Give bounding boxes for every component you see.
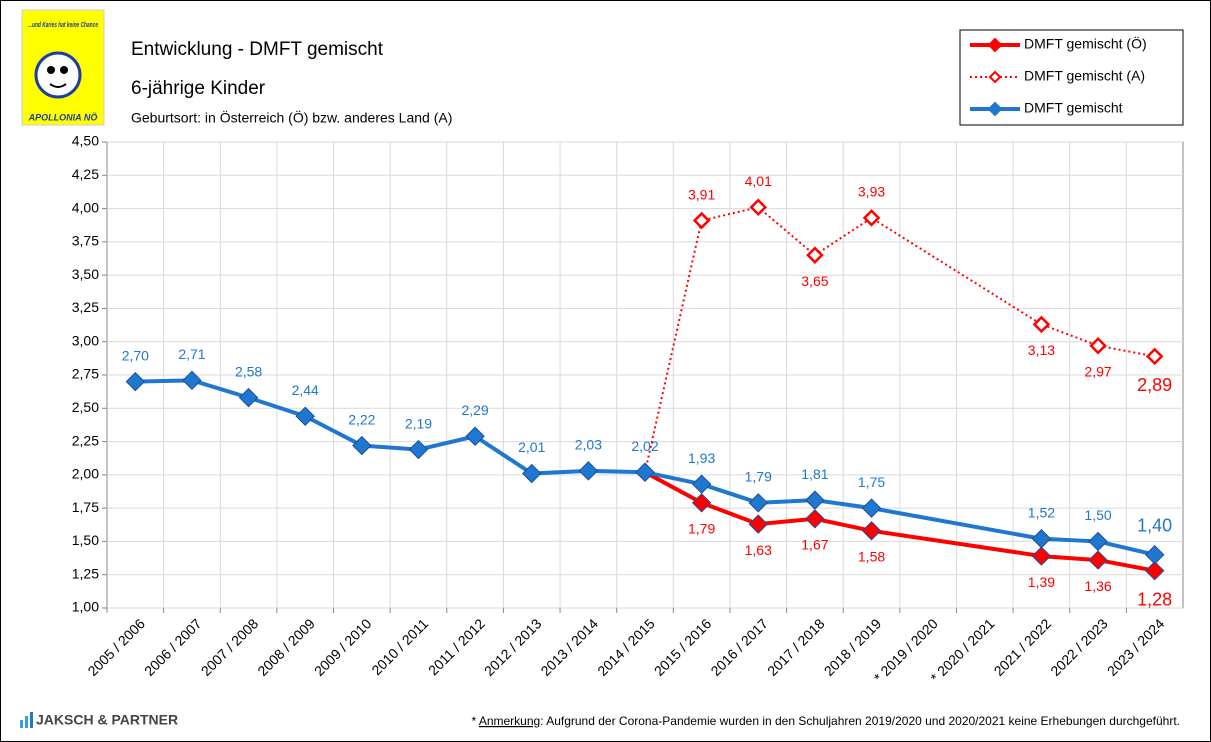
y-tick-label: 1,50: [72, 532, 99, 548]
y-tick-label: 2,75: [72, 366, 99, 382]
data-label: 1,36: [1084, 578, 1111, 594]
data-label: 2,29: [461, 402, 488, 418]
footnote: * Anmerkung: Aufgrund der Corona-Pandemi…: [471, 714, 1180, 728]
chart-title: Entwicklung - DMFT gemischt: [131, 39, 384, 60]
y-tick-label: 4,00: [72, 199, 99, 215]
data-label: 2,89: [1137, 375, 1172, 395]
y-tick-label: 2,25: [72, 432, 99, 448]
y-tick-label: 3,75: [72, 233, 99, 249]
y-tick-label: 4,25: [72, 166, 99, 182]
data-label: 1,79: [688, 521, 715, 537]
data-label: 1,79: [745, 469, 772, 485]
brand-name: JAKSCH & PARTNER: [36, 712, 178, 728]
data-label: 1,67: [801, 536, 828, 552]
footnote-text: : Aufgrund der Corona-Pandemie wurden in…: [540, 714, 1180, 728]
data-label: 2,22: [348, 411, 375, 427]
chart-subtitle: 6-jährige Kinder: [131, 78, 266, 99]
footnote-label: Anmerkung: [479, 714, 540, 728]
data-label: 1,28: [1137, 589, 1172, 609]
data-label: 1,93: [688, 450, 715, 466]
data-label: 1,63: [745, 542, 772, 558]
y-tick-label: 1,25: [72, 565, 99, 581]
logo-caption: APOLLONIA NÖ: [28, 112, 98, 122]
data-label: 2,03: [575, 437, 602, 453]
data-label: 4,01: [745, 173, 772, 189]
brand: JAKSCH & PARTNER: [20, 712, 178, 728]
y-tick-label: 2,50: [72, 399, 99, 415]
footnote-star: *: [471, 714, 478, 728]
y-tick-label: 4,50: [72, 133, 99, 149]
y-tick-label: 3,50: [72, 266, 99, 282]
logo-text: ...und Karies hat keine Chance: [28, 22, 98, 29]
y-tick-label: 1,75: [72, 499, 99, 515]
logo: ...und Karies hat keine Chance APOLLONIA…: [22, 10, 104, 125]
data-label: 1,75: [858, 474, 885, 490]
y-tick-label: 3,00: [72, 332, 99, 348]
data-label: 2,58: [235, 363, 262, 379]
legend-label: DMFT gemischt (A): [1024, 68, 1145, 84]
y-tick-label: 1,00: [72, 599, 99, 615]
data-label: 3,65: [801, 273, 828, 289]
chart-note: Geburtsort: in Österreich (Ö) bzw. ander…: [131, 109, 452, 126]
data-label: 2,02: [631, 438, 658, 454]
data-label: 1,58: [858, 548, 885, 564]
legend: DMFT gemischt (Ö) DMFT gemischt (A) DMFT g…: [960, 30, 1183, 125]
data-label: 3,93: [858, 184, 885, 200]
data-label: 1,40: [1137, 515, 1172, 535]
data-label: 2,19: [405, 415, 432, 431]
data-label: 2,97: [1084, 363, 1111, 379]
data-label: 1,81: [801, 466, 828, 482]
legend-label: DMFT gemischt: [1024, 100, 1123, 116]
chart: ...und Karies hat keine Chance APOLLONIA…: [0, 0, 1211, 742]
data-label: 1,50: [1084, 507, 1111, 523]
y-tick-label: 3,25: [72, 299, 99, 315]
data-label: 2,01: [518, 439, 545, 455]
data-label: 2,71: [178, 346, 205, 362]
data-label: 1,52: [1028, 504, 1055, 520]
data-label: 3,13: [1028, 342, 1055, 358]
y-tick-label: 2,00: [72, 466, 99, 482]
data-label: 1,39: [1028, 574, 1055, 590]
data-label: 2,44: [292, 382, 319, 398]
data-label: 2,70: [122, 347, 149, 363]
legend-label: DMFT gemischt (Ö): [1024, 35, 1147, 52]
data-label: 3,91: [688, 186, 715, 202]
